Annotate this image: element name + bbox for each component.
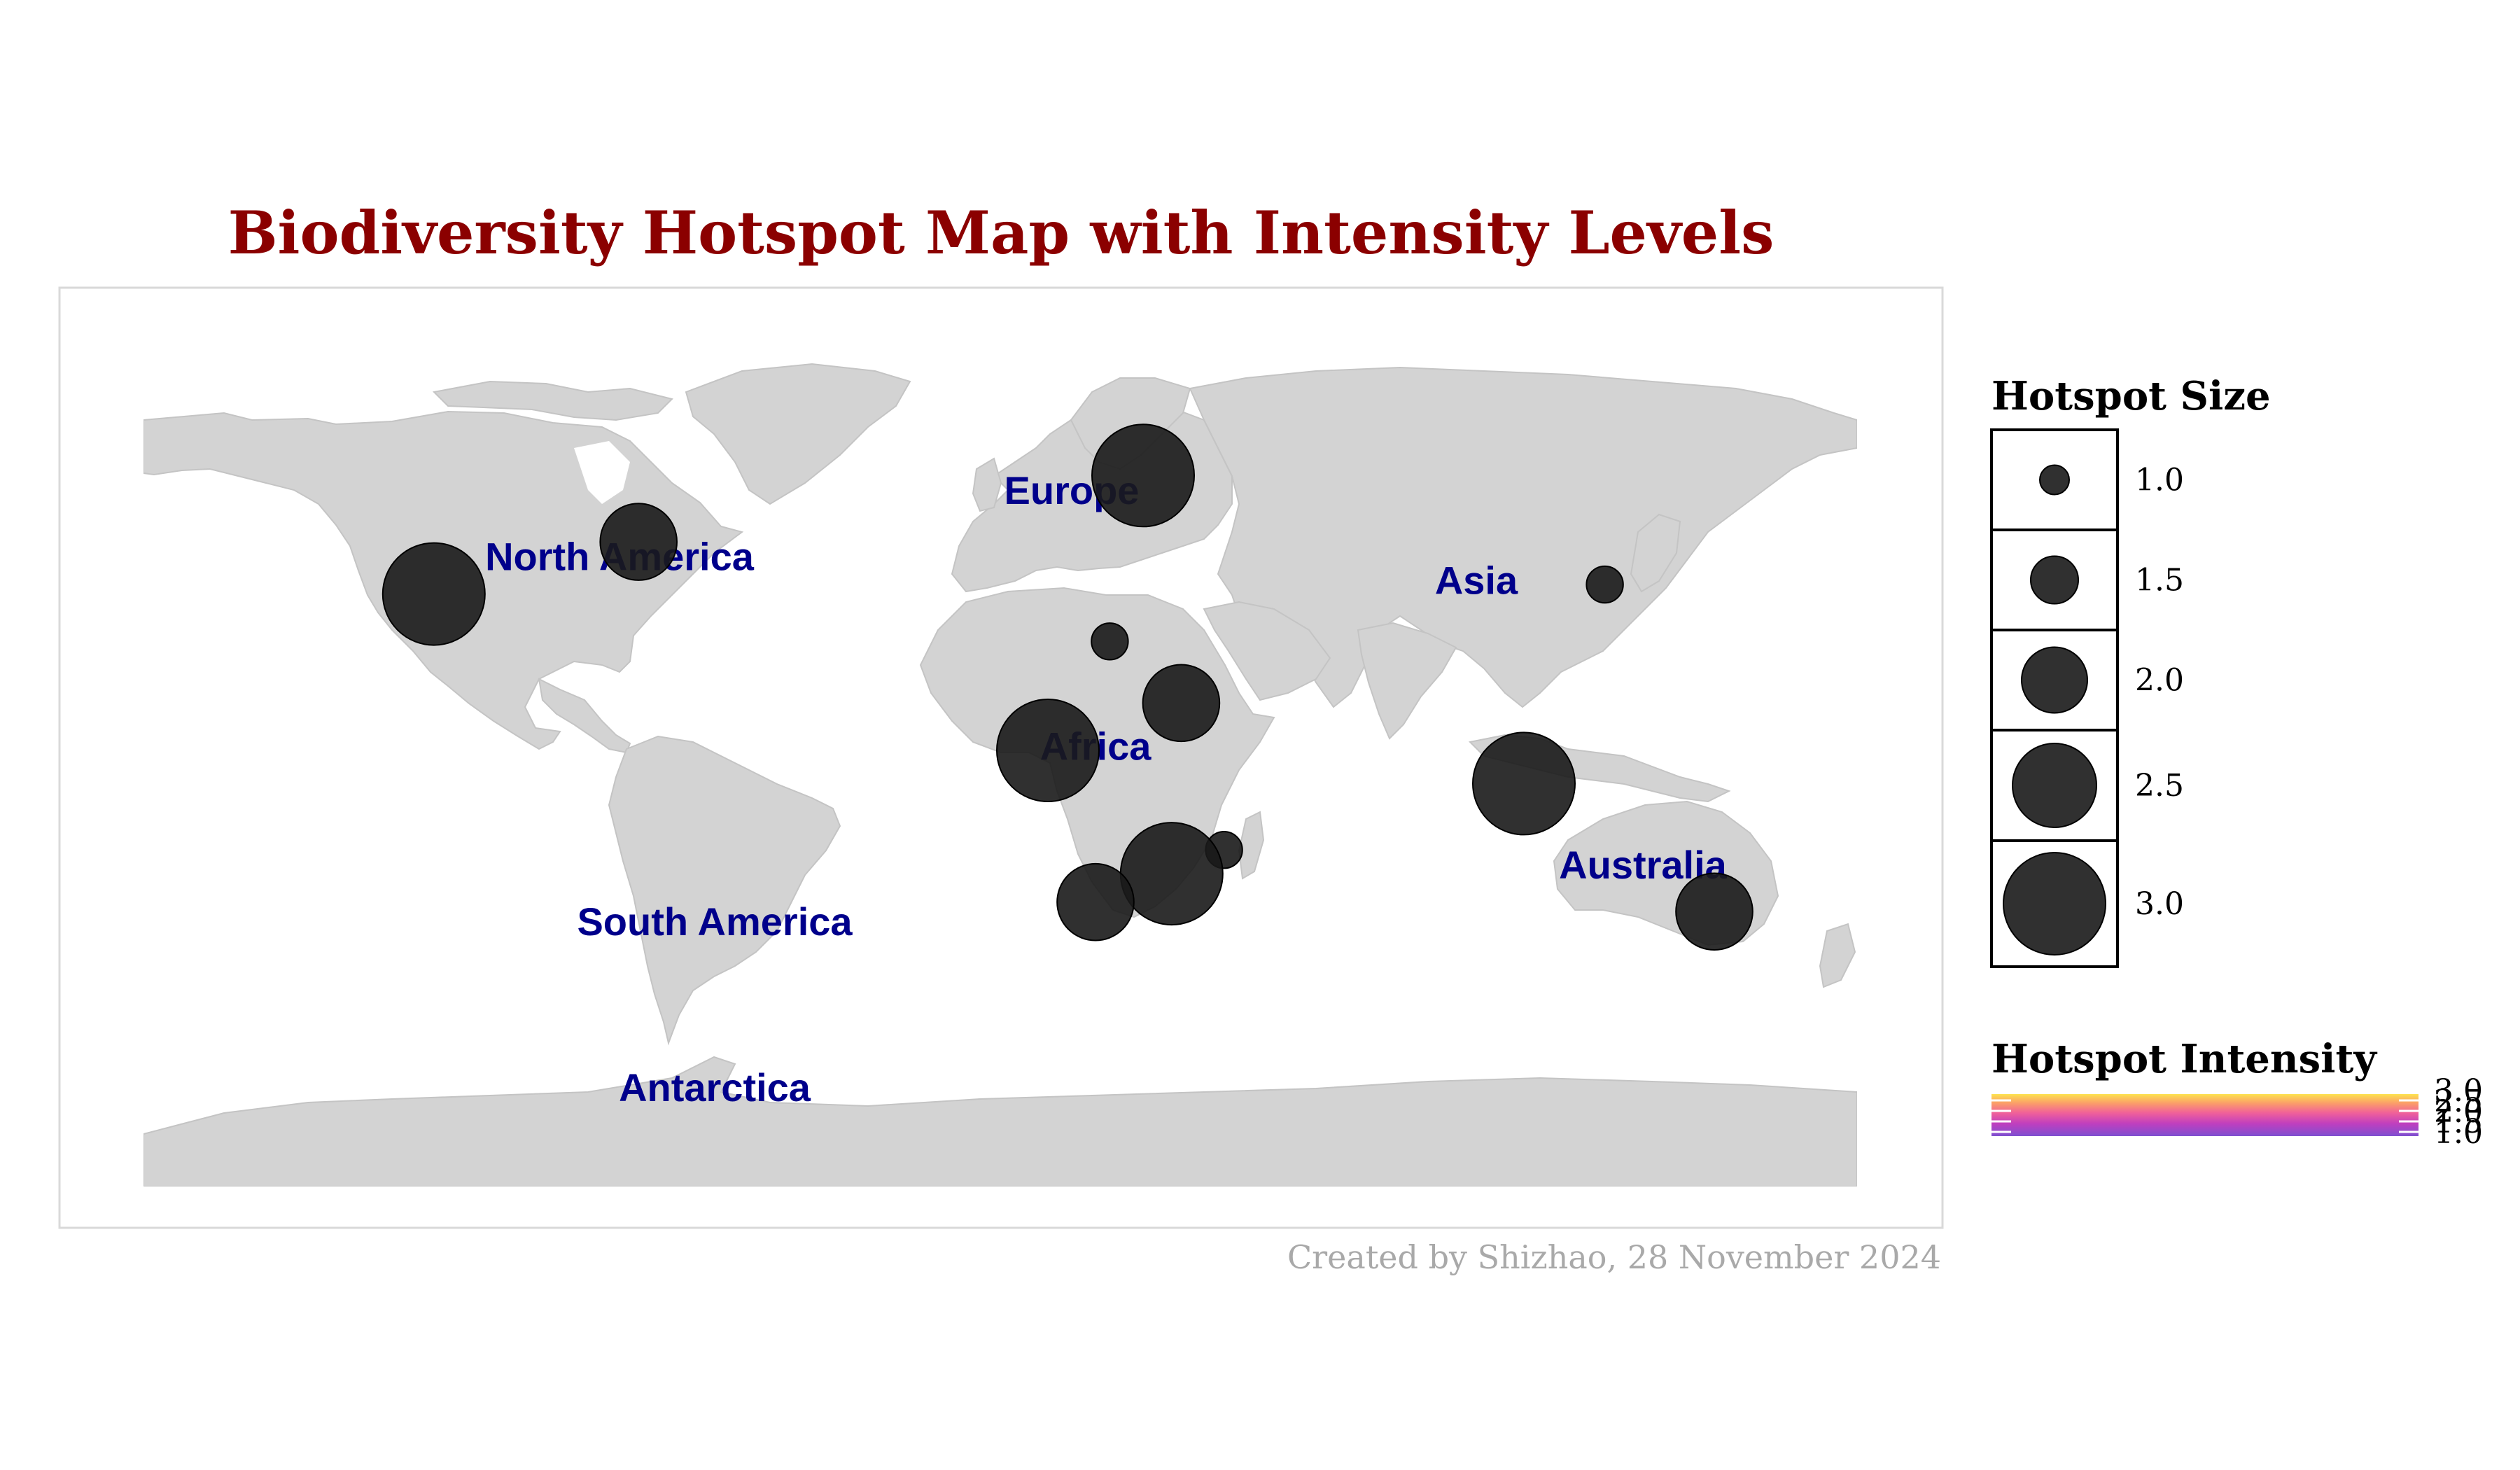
size-legend-symbol: [2012, 743, 2097, 828]
arabia-land: [1203, 601, 1331, 701]
hotspot-point: [382, 542, 486, 646]
hotspot-point: [1119, 822, 1224, 926]
hudson-bay-water: [574, 441, 630, 504]
size-legend-label: 3.0: [2135, 886, 2184, 922]
greenland-land: [685, 363, 911, 505]
intensity-tick-label: 2.5: [2434, 1084, 2483, 1119]
size-legend-symbol: [2003, 852, 2106, 955]
hotspot-point: [1091, 424, 1195, 528]
size-legend-symbol: [2021, 646, 2088, 714]
british-isles-land: [972, 457, 1002, 512]
intensity-tick-label: 1.5: [2434, 1105, 2483, 1140]
hotspot-point-layer: [382, 424, 1754, 951]
chart-title: Biodiversity Hotspot Map with Intensity …: [228, 198, 1774, 267]
south-america-land: [608, 735, 841, 1046]
asia-land: [1189, 366, 1857, 708]
arctic-islands-land: [432, 380, 673, 421]
hotspot-point: [1472, 732, 1576, 836]
new-zealand-land: [1819, 923, 1856, 988]
hotspot-point: [996, 699, 1100, 803]
region-label-layer: North AmericaEuropeAsiaAfricaAustraliaSo…: [485, 468, 1728, 1110]
hotspot-point: [1142, 664, 1221, 743]
size-legend-symbol: [2030, 555, 2079, 605]
intensity-colorbar: [1991, 1094, 2418, 1136]
hotspot-point: [1056, 862, 1135, 941]
region-label-antarctica: Antarctica: [619, 1065, 811, 1110]
size-legend-label: 1.0: [2135, 463, 2184, 498]
intensity-tick-label: 1.0: [2434, 1115, 2483, 1151]
size-legend-label: 2.0: [2135, 663, 2184, 699]
size-legend-title: Hotspot Size: [1991, 373, 2271, 419]
antarctica-land: [144, 1056, 1857, 1186]
hotspot-point: [1675, 872, 1754, 951]
intensity-tick-label: 2.0: [2434, 1094, 2483, 1130]
hotspot-point: [1091, 622, 1129, 661]
intensity-tick-label: 3.0: [2434, 1073, 2483, 1109]
region-label-south-america: South America: [577, 899, 853, 944]
region-label-asia: Asia: [1435, 559, 1518, 603]
size-legend: Hotspot Size 1.0 1.5 2.0 2.5 3.0: [1990, 373, 2271, 968]
intensity-legend: Hotspot Intensity 1.01.52.02.53.0: [1991, 1036, 2483, 1151]
size-legend-label: 1.5: [2135, 563, 2184, 598]
hotspot-point: [599, 503, 678, 581]
credit-caption: Created by Shizhao, 28 November 2024: [1287, 1238, 1941, 1276]
japan-land: [1630, 513, 1681, 593]
hotspot-point: [1586, 565, 1624, 604]
intensity-legend-title: Hotspot Intensity: [1991, 1036, 2377, 1082]
india-land: [1357, 622, 1457, 740]
size-legend-label: 2.5: [2135, 768, 2184, 804]
size-legend-symbol: [2039, 464, 2070, 496]
